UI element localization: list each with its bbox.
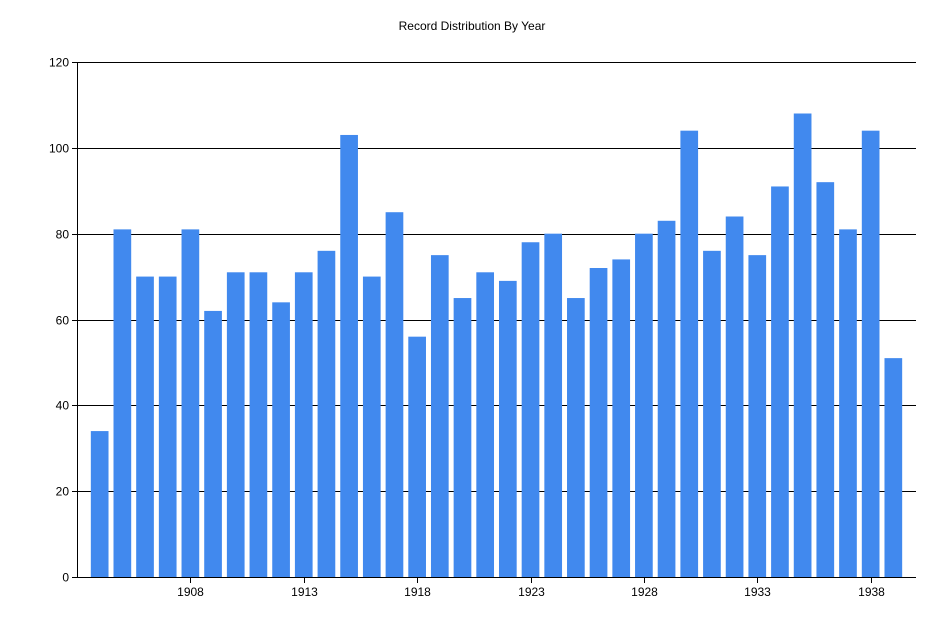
bar-1934 [771,186,789,577]
bar-1923 [521,242,540,577]
bar-1910 [226,272,245,577]
bar-1909 [204,310,222,577]
x-tick-label: 1918 [404,585,431,599]
y-axis-ticks: 0 20 40 60 80 100 120 [49,56,77,585]
bar-1939 [884,358,903,578]
bar-1938 [861,130,880,578]
bar-1915 [340,134,358,577]
bar-1929 [657,220,676,578]
bar-1918 [408,336,426,577]
bar-1926 [589,268,608,577]
chart-title: Record Distribution By Year [399,19,546,33]
x-tick-label: 1933 [744,585,771,599]
axes [77,62,916,578]
x-tick-label: 1928 [631,585,658,599]
bar-1925 [567,298,585,577]
grid [77,62,916,492]
y-tick-label: 40 [56,399,70,413]
bar-1930 [680,130,699,578]
bar-1928 [635,233,653,578]
bar-1932 [725,216,744,577]
bar-1916 [362,276,381,577]
bars [90,113,903,578]
bar-1920 [453,298,472,577]
y-tick-label: 0 [62,571,69,585]
x-tick-label: 1913 [291,585,318,599]
bar-1908 [181,229,200,578]
bar-1907 [158,276,177,577]
bar-1906 [136,276,154,577]
bar-1936 [816,182,835,578]
bar-1922 [498,280,517,578]
bar-1919 [430,255,449,578]
bar-1921 [476,272,495,577]
bar-1937 [839,229,857,578]
x-axis-ticks: 1908 1913 1918 1923 1928 1933 1938 [177,577,885,599]
bar-1905 [113,229,132,578]
y-tick-label: 60 [56,314,70,328]
x-tick-label: 1908 [177,585,204,599]
bar-1935 [793,113,812,577]
y-tick-label: 20 [56,485,70,499]
bar-1904 [90,431,109,577]
bar-1933 [748,255,767,578]
bar-1917 [385,212,404,577]
x-tick-label: 1938 [858,585,885,599]
bar-1913 [294,272,313,577]
y-tick-label: 100 [49,142,69,156]
bar-1911 [249,272,268,577]
y-tick-label: 80 [56,228,70,242]
bar-1912 [272,302,290,577]
bar-1931 [703,250,721,577]
y-tick-label: 120 [49,56,69,70]
bar-1927 [612,259,631,577]
bar-1924 [544,233,563,578]
x-tick-label: 1923 [518,585,545,599]
bar-1914 [317,250,336,577]
